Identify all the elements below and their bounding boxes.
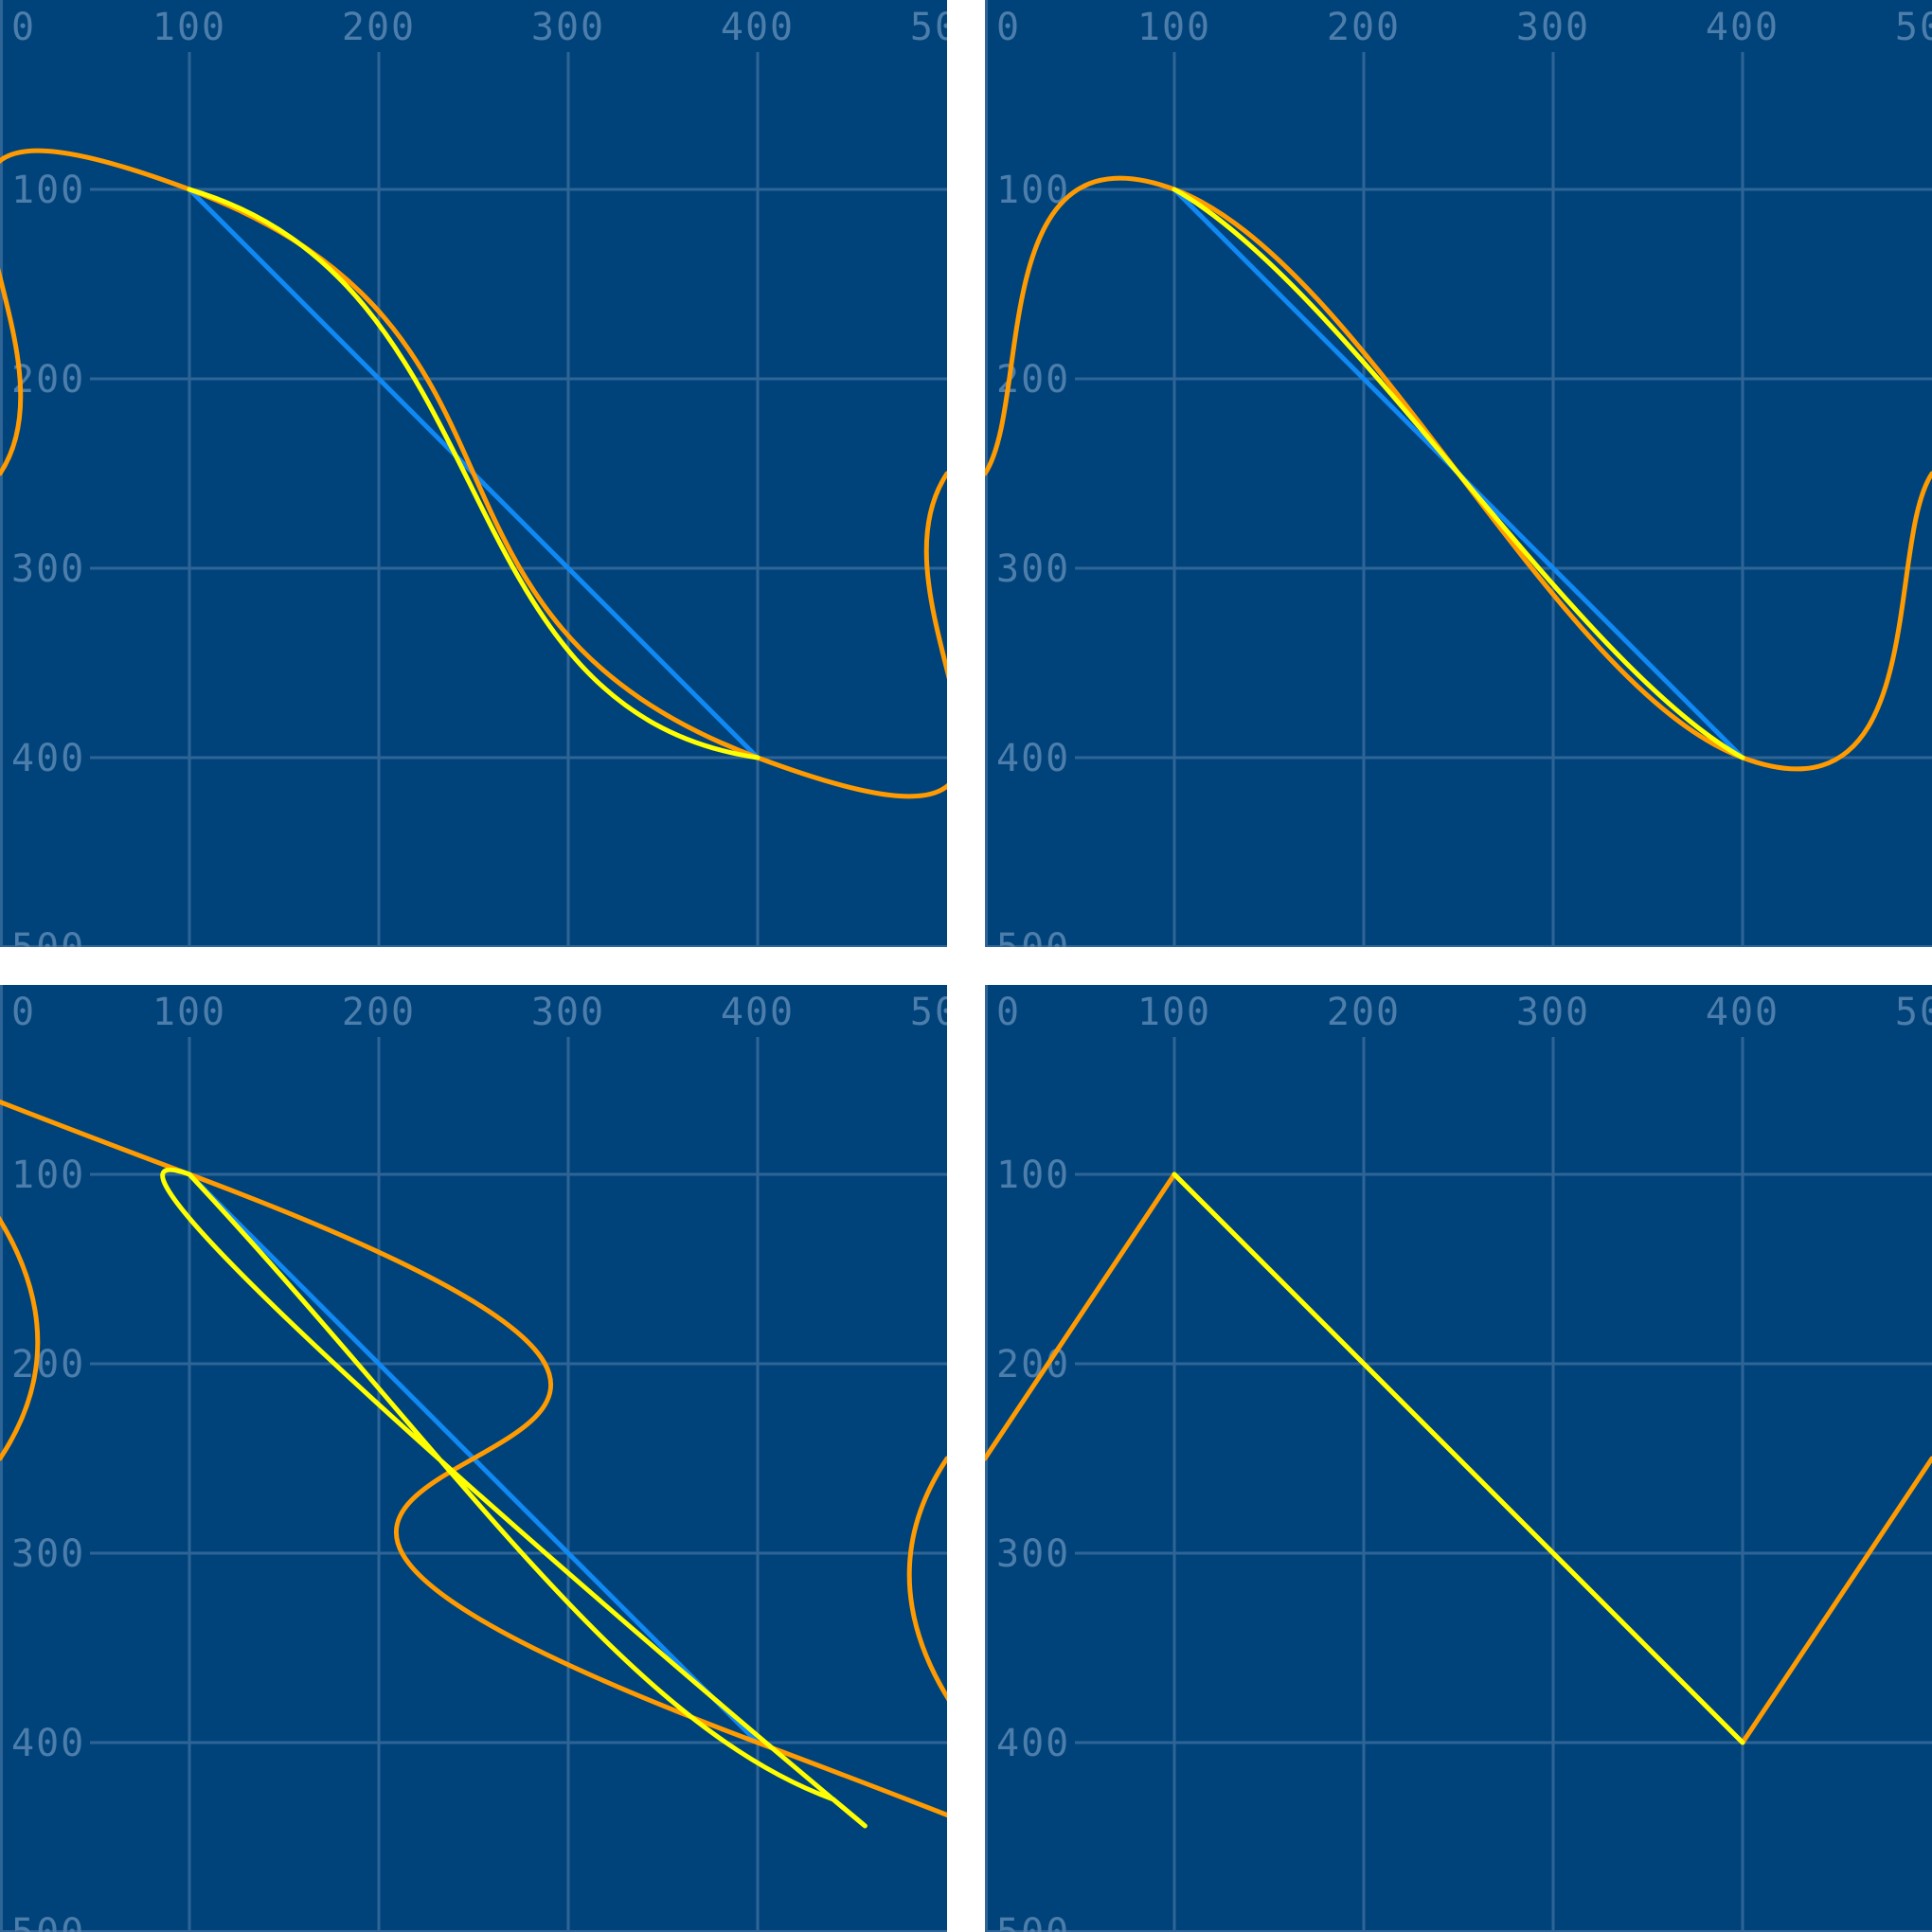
y-tick-label: 300 bbox=[11, 1532, 85, 1576]
y-tick-label: 400 bbox=[11, 737, 85, 780]
y-tick-label: 500 bbox=[996, 926, 1070, 947]
x-tick-label: 300 bbox=[1516, 991, 1590, 1034]
y-tick-label: 400 bbox=[11, 1722, 85, 1765]
yellow-segment-curve bbox=[187, 187, 760, 760]
y-tick-label: 100 bbox=[996, 169, 1070, 212]
x-tick-label: 500 bbox=[910, 6, 947, 49]
x-tick-label: 400 bbox=[721, 6, 795, 49]
panel-canvas: 0 100 200 300 400 500 100 200 300 400 500 bbox=[0, 0, 947, 947]
x-tick-label: 300 bbox=[531, 6, 605, 49]
y-tick-label: 100 bbox=[11, 1154, 85, 1197]
y-tick-label: 100 bbox=[11, 169, 85, 212]
x-tick-label: 200 bbox=[342, 6, 416, 49]
x-tick-label: 500 bbox=[910, 991, 947, 1034]
panel-canvas: 0100200300400500100200300400500 bbox=[985, 0, 1932, 947]
orange-spline-curve bbox=[0, 1099, 947, 1818]
x-tick-label: 100 bbox=[1137, 991, 1211, 1034]
x-tick-label: 400 bbox=[1706, 991, 1780, 1034]
y-tick-label: 500 bbox=[996, 1911, 1070, 1932]
x-tick-label: 0 bbox=[996, 991, 1021, 1034]
x-tick-label: 0 bbox=[996, 6, 1021, 49]
x-tick-label: 200 bbox=[1327, 991, 1401, 1034]
x-tick-label: 500 bbox=[1895, 991, 1932, 1034]
panel-canvas: 0100200300400500100200300400500 bbox=[985, 985, 1932, 1932]
panel-bottom-right: 0100200300400500100200300400500 bbox=[985, 985, 1932, 1932]
x-tick-label: 400 bbox=[1706, 6, 1780, 49]
y-tick-label: 300 bbox=[996, 547, 1070, 591]
x-tick-label: 0 bbox=[11, 6, 36, 49]
y-tick-label: 300 bbox=[11, 547, 85, 591]
panel-canvas: 0 100 200 300 400 500 100 200 300 400 500 bbox=[0, 985, 947, 1932]
panel-top-left: 0 100 200 300 400 500 100 200 300 400 500 bbox=[0, 0, 947, 947]
y-tick-label: 200 bbox=[11, 1343, 85, 1386]
y-tick-label: 400 bbox=[996, 1722, 1070, 1765]
y-tick-label: 500 bbox=[11, 926, 85, 947]
panel-bottom-left: 0 100 200 300 400 500 100 200 300 400 500 bbox=[0, 985, 947, 1932]
y-tick-label: 100 bbox=[996, 1154, 1070, 1197]
x-tick-label: 300 bbox=[531, 991, 605, 1034]
x-tick-label: 200 bbox=[342, 991, 416, 1034]
y-tick-label: 400 bbox=[996, 737, 1070, 780]
x-tick-label: 400 bbox=[721, 991, 795, 1034]
x-tick-label: 0 bbox=[11, 991, 36, 1034]
x-tick-label: 500 bbox=[1895, 6, 1932, 49]
panel-top-right: 0100200300400500100200300400500 bbox=[985, 0, 1932, 947]
x-tick-label: 300 bbox=[1516, 6, 1590, 49]
yellow-segment-curve bbox=[1172, 187, 1745, 760]
y-tick-label: 500 bbox=[11, 1911, 85, 1932]
x-tick-label: 100 bbox=[152, 991, 226, 1034]
y-tick-label: 300 bbox=[996, 1532, 1070, 1576]
x-tick-label: 200 bbox=[1327, 6, 1401, 49]
orange-spline-curve bbox=[0, 148, 947, 799]
yellow-segment-curve bbox=[1172, 1172, 1745, 1745]
x-tick-label: 100 bbox=[152, 6, 226, 49]
x-tick-label: 100 bbox=[1137, 6, 1211, 49]
yellow-segment-curve bbox=[160, 1167, 868, 1829]
y-tick-label: 200 bbox=[11, 358, 85, 402]
